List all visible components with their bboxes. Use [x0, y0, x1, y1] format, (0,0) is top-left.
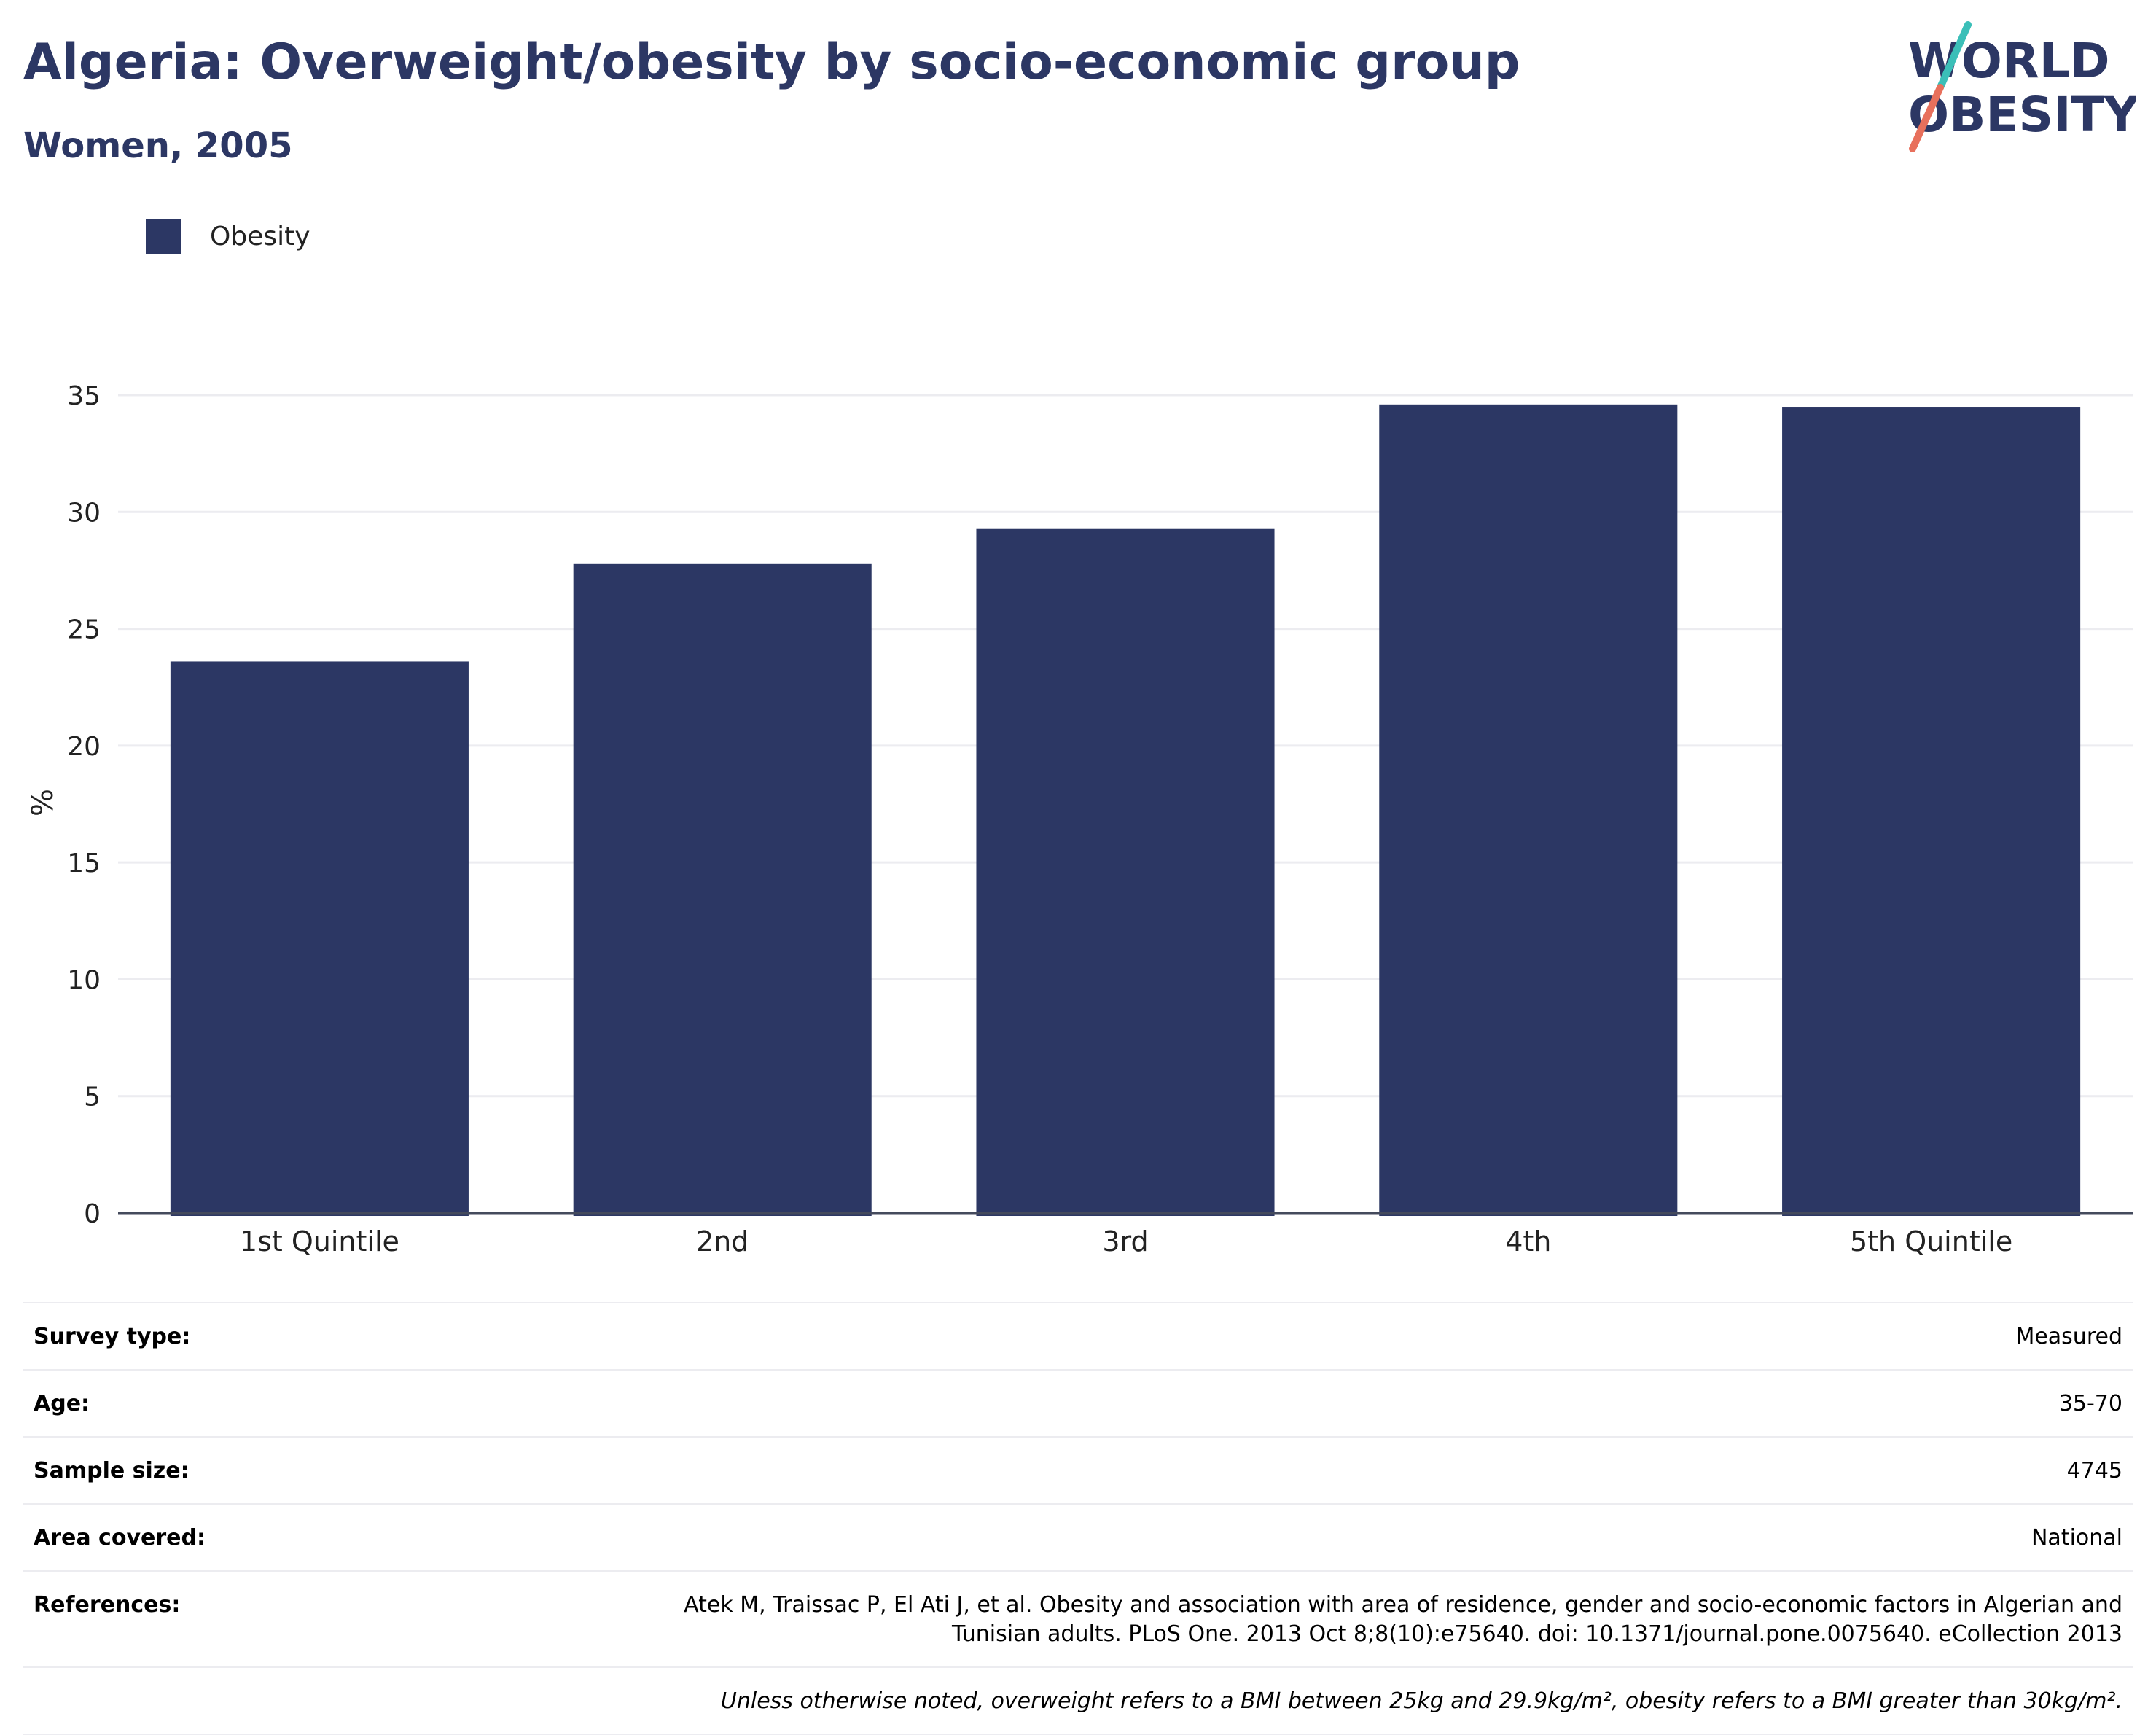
meta-row-sample-size: Sample size: 4745 — [23, 1438, 2133, 1505]
logo-slash-coral — [1909, 84, 1944, 152]
y-tick-label: 0 — [84, 1199, 101, 1229]
y-tick-label: 15 — [67, 849, 101, 878]
meta-key: Sample size: — [34, 1458, 190, 1483]
legend-label-obesity: Obesity — [210, 221, 310, 252]
logo-slash-teal — [1937, 21, 1972, 91]
meta-value: 4745 — [2066, 1458, 2122, 1483]
x-tick-label: 4th — [1505, 1225, 1551, 1258]
chart-subtitle: Women, 2005 — [23, 125, 293, 166]
y-axis-label: % — [26, 789, 60, 816]
y-tick-label: 10 — [67, 965, 101, 995]
note-text: Unless otherwise noted, overweight refer… — [720, 1688, 2122, 1714]
y-tick-label: 30 — [67, 498, 101, 528]
meta-key: Age: — [34, 1391, 90, 1416]
chart-legend: Obesity — [146, 219, 310, 254]
bar-obesity — [976, 528, 1275, 1216]
world-obesity-logo: WORLD OBESITY — [1908, 21, 2136, 152]
meta-key: Area covered: — [34, 1525, 206, 1551]
logo-word-obesity: OBESITY — [1908, 87, 2136, 143]
logo-word-world: WORLD — [1908, 33, 2110, 89]
meta-key: References: — [34, 1592, 181, 1618]
bar-obesity — [1782, 407, 2081, 1216]
chart-title: Algeria: Overweight/obesity by socio-eco… — [23, 34, 1520, 91]
x-tick-label: 3rd — [1102, 1225, 1148, 1258]
x-tick-label: 1st Quintile — [240, 1225, 399, 1258]
bar-chart: 0 5 10 15 20 25 30 35% 1st Quintile 2nd 3rd 4th 5th … — [26, 381, 2133, 1258]
legend-swatch-obesity — [146, 219, 181, 254]
y-tick-label: 20 — [67, 732, 101, 762]
bmi-definition-note: Unless otherwise noted, overweight refer… — [23, 1668, 2133, 1735]
meta-value-reference: Atek M, Traissac P, El Ati J, et al. Obe… — [684, 1592, 2122, 1647]
meta-value: 35-70 — [2058, 1391, 2122, 1416]
meta-row-area-covered: Area covered: National — [23, 1505, 2133, 1572]
bar-obesity — [573, 563, 872, 1216]
y-tick-label: 25 — [67, 615, 101, 645]
meta-value: National — [2031, 1525, 2122, 1551]
survey-details-table: Survey type: Measured Age: 35-70 Sample … — [23, 1302, 2133, 1735]
meta-row-references: References: Atek M, Traissac P, El Ati J… — [23, 1572, 2133, 1668]
bar-obesity — [1379, 404, 1678, 1216]
meta-row-survey-type: Survey type: Measured — [23, 1303, 2133, 1371]
bar-obesity — [170, 661, 469, 1216]
x-tick-label: 2nd — [696, 1225, 749, 1258]
meta-value: Measured — [2015, 1324, 2122, 1349]
y-tick-label: 35 — [67, 381, 101, 411]
meta-row-age: Age: 35-70 — [23, 1371, 2133, 1438]
y-tick-label: 5 — [84, 1083, 101, 1112]
x-tick-label: 5th Quintile — [1850, 1225, 2012, 1258]
meta-key: Survey type: — [34, 1324, 191, 1349]
